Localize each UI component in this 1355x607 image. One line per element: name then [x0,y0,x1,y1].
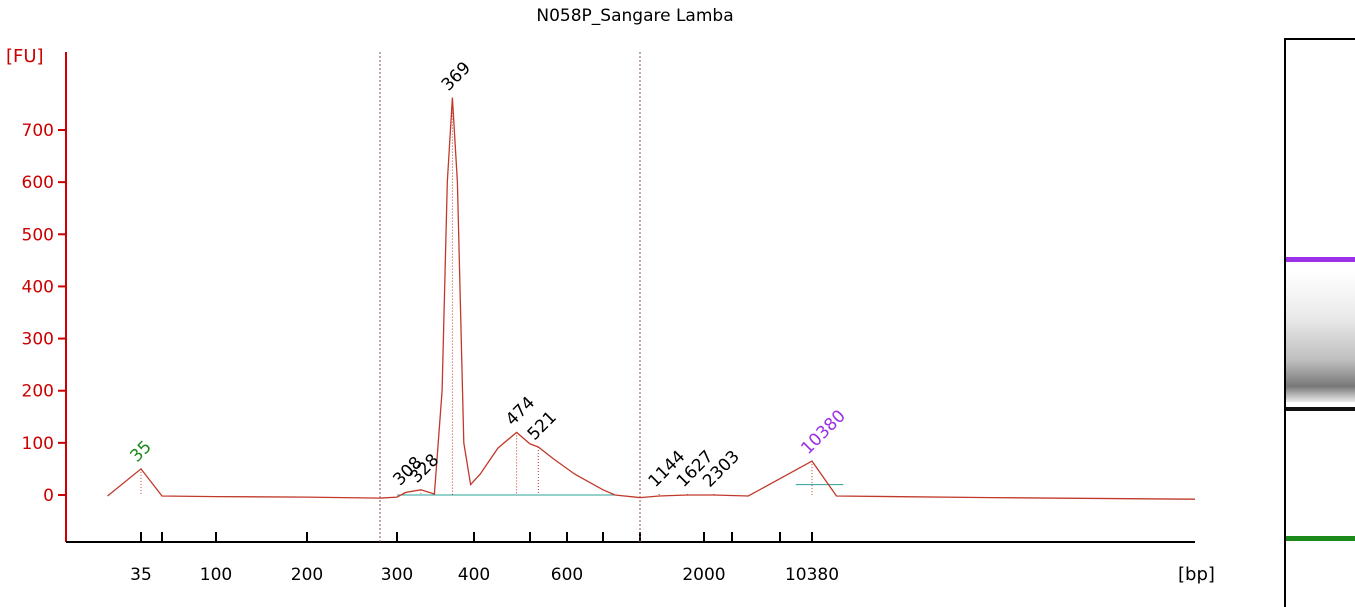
gel-band-main [1286,407,1355,411]
y-tick-label: 500 [22,225,54,245]
peak-label: 35 [126,437,155,466]
y-tick-label: 100 [22,434,54,454]
y-tick-label: 300 [22,330,54,350]
gel-band-upper-marker [1286,257,1355,262]
chart-title: N058P_Sangare Lamba [536,6,734,26]
trace-line [107,97,1196,500]
electropherogram-chart: [FU] [bp] 0 100 200 300 400 500 600 700 35 100 200 30… [6,46,1215,585]
x-tick-label: 600 [551,565,583,585]
x-tick-label: 2000 [682,565,725,585]
x-tick-label: 100 [200,565,232,585]
x-tick-label: 400 [458,565,490,585]
x-tick-label: 300 [381,565,413,585]
gel-band-lower-marker [1286,536,1355,541]
gel-smear [1286,272,1355,402]
gel-lane [1284,38,1355,607]
x-tick-label: 10380 [785,565,839,585]
peak-label: 369 [438,58,475,95]
y-tick-label: 600 [22,173,54,193]
y-axis-label: [FU] [6,46,44,67]
y-tick-label: 0 [43,486,54,506]
x-tick-label: 200 [291,565,323,585]
y-tick-label: 700 [22,121,54,141]
peak-label: 10380 [797,406,849,458]
x-tick-label: 35 [130,565,152,585]
y-tick-label: 200 [22,382,54,402]
y-tick-label: 400 [22,277,54,297]
x-axis-label: [bp] [1178,564,1215,585]
